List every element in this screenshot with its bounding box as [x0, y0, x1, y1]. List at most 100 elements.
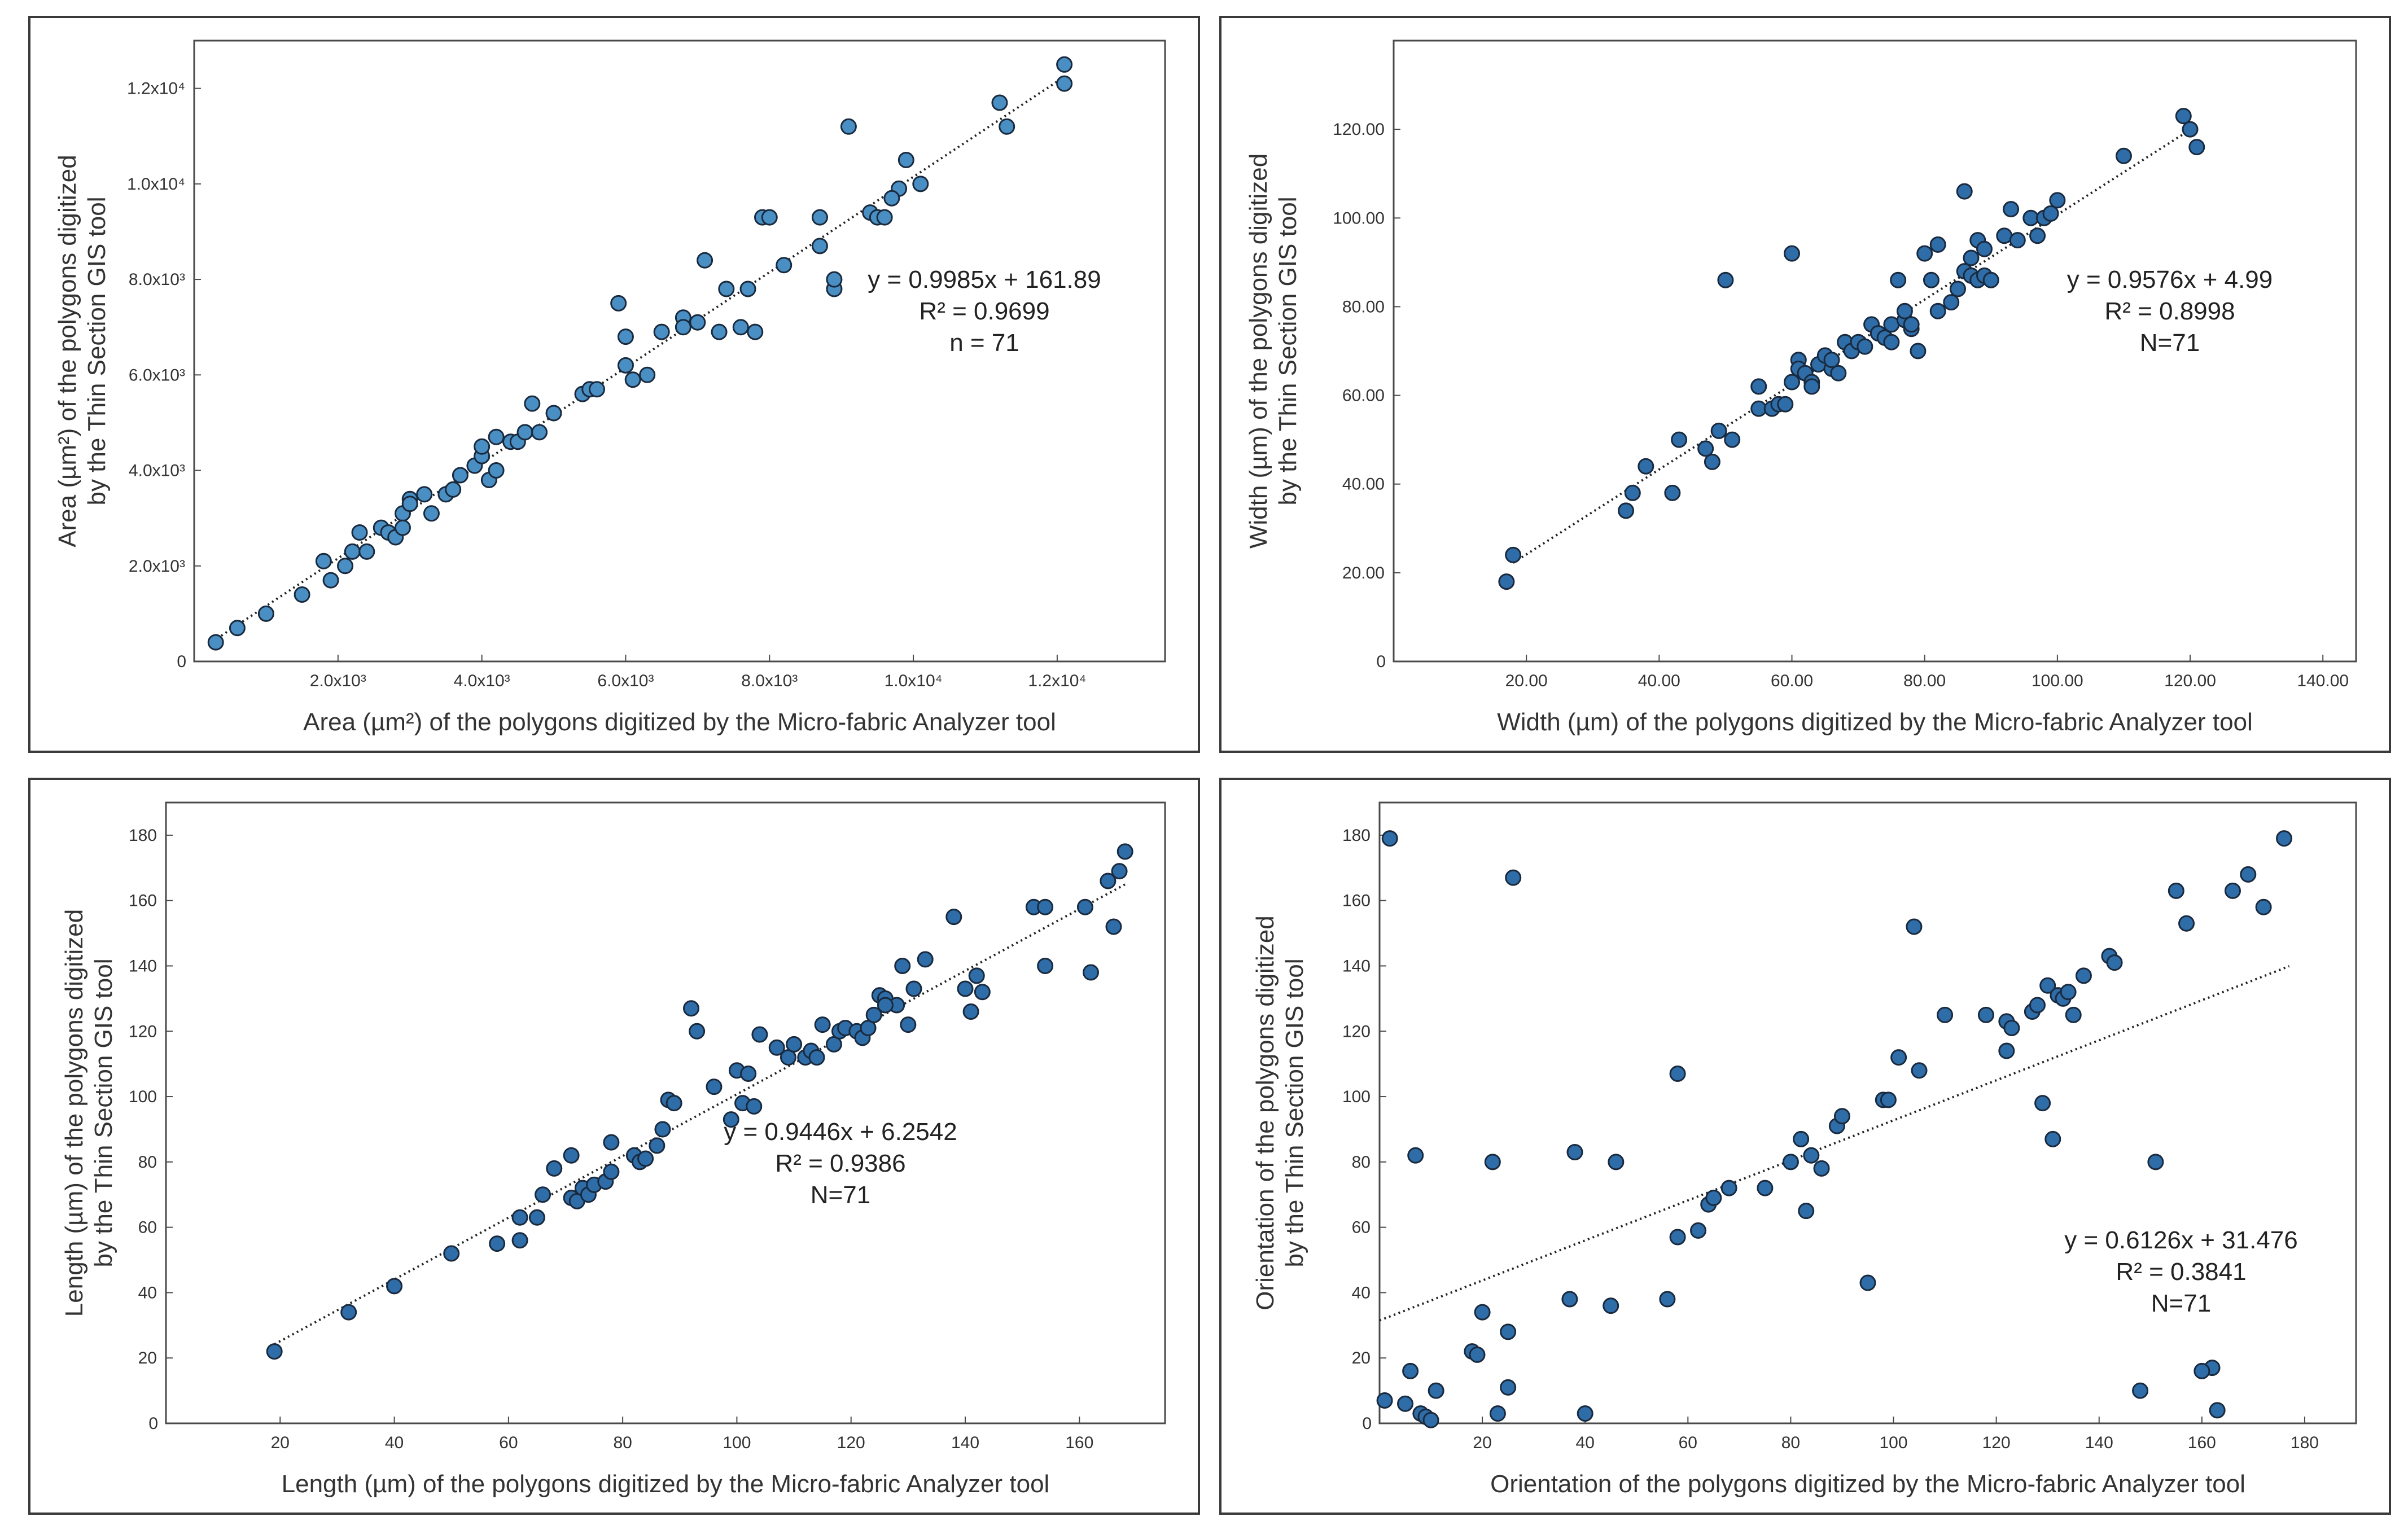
data-point [732, 319, 749, 336]
data-point [814, 1016, 831, 1033]
data-point [2034, 1095, 2051, 1112]
x-tick-label: 160 [2188, 1433, 2216, 1452]
data-point [1618, 502, 1635, 519]
data-point [768, 1039, 785, 1056]
data-point [1489, 1405, 1506, 1422]
data-point [739, 280, 756, 297]
y-tick-label: 2.0x10³ [129, 557, 185, 576]
regression-annotation: y = 0.9446x + 6.2542 [724, 1118, 957, 1146]
y-tick-label: 40 [138, 1283, 157, 1302]
data-point [2182, 121, 2199, 138]
x-tick-label: 60 [499, 1433, 518, 1452]
y-axis-title-line: by the Thin Section GIS tool [1274, 196, 1302, 505]
y-tick-label: 20.00 [1342, 564, 1385, 582]
data-point [2044, 1130, 2061, 1147]
data-point [2178, 915, 2195, 932]
data-point [1608, 1154, 1625, 1170]
data-point [1566, 1143, 1583, 1160]
data-point [1998, 1042, 2015, 1059]
y-tick-label: 60 [138, 1218, 157, 1237]
data-point [718, 280, 735, 297]
y-tick-label: 4.0x10³ [129, 462, 185, 480]
data-point [2240, 866, 2257, 883]
data-point [883, 190, 900, 207]
data-point [639, 366, 656, 383]
regression-annotation: N=71 [2151, 1290, 2211, 1317]
data-point [2042, 205, 2059, 222]
plot-area-frame [1393, 40, 2357, 663]
data-point [894, 957, 911, 974]
data-point [1710, 422, 1727, 439]
y-tick-label: 40.00 [1342, 475, 1385, 494]
y-axis-title-line: Orientation of the polygons digitized [1251, 915, 1279, 1310]
data-point [257, 605, 274, 622]
x-tick-label: 100 [723, 1433, 751, 1452]
data-point [394, 519, 411, 536]
x-tick-label: 40.00 [1638, 672, 1680, 690]
data-point [1963, 249, 1980, 266]
data-point [2065, 1006, 2082, 1023]
data-point [689, 314, 706, 331]
data-point [1903, 316, 1920, 333]
data-point [991, 94, 1008, 111]
x-tick-label: 80 [1781, 1433, 1800, 1452]
data-point [877, 997, 894, 1014]
x-tick-label: 120 [1982, 1433, 2011, 1452]
data-point [1705, 1190, 1722, 1207]
data-point [1603, 1297, 1619, 1314]
data-point [1977, 1006, 1994, 1023]
data-point [2194, 1362, 2210, 1379]
data-point [1890, 1049, 1907, 1066]
data-point [1757, 1180, 1774, 1196]
data-point [1690, 1222, 1707, 1239]
data-point [1896, 303, 1913, 319]
data-point [761, 209, 778, 226]
data-point [1704, 453, 1720, 470]
data-point [445, 481, 462, 498]
x-tick-label: 120 [837, 1433, 865, 1452]
data-point [1505, 546, 1522, 563]
data-point [1784, 374, 1801, 391]
data-point [2106, 954, 2123, 971]
data-point [511, 1232, 528, 1249]
data-point [1720, 1180, 1737, 1196]
data-point [912, 176, 929, 192]
data-point [545, 405, 562, 422]
data-point [653, 323, 670, 340]
data-point [488, 428, 505, 445]
y-tick-label: 20 [1352, 1349, 1371, 1367]
data-point [957, 980, 974, 997]
data-point [1803, 1147, 1820, 1164]
y-tick-label: 60.00 [1342, 387, 1385, 405]
x-tick-label: 80 [613, 1433, 632, 1452]
data-point [1117, 843, 1133, 860]
data-point [706, 1079, 723, 1095]
data-point [2115, 147, 2132, 164]
data-point [603, 1134, 620, 1151]
data-point [401, 496, 418, 512]
data-point [945, 909, 962, 926]
data-point [1056, 75, 1073, 92]
x-tick-label: 60 [1679, 1433, 1697, 1452]
data-point [917, 951, 934, 968]
origin-label: 0 [1362, 1414, 1372, 1433]
data-point [1469, 1346, 1486, 1363]
x-tick-label: 8.0x10³ [741, 672, 798, 690]
data-point [1929, 236, 1946, 253]
data-point [416, 486, 433, 503]
data-point [1407, 1147, 1424, 1164]
data-point [2175, 108, 2192, 125]
data-point [2255, 898, 2272, 915]
data-point [2039, 977, 2056, 994]
data-point [974, 984, 991, 1001]
x-tick-label: 180 [2291, 1433, 2319, 1452]
data-point [962, 1003, 979, 1020]
data-point [1859, 1274, 1876, 1291]
x-tick-label: 140.00 [2297, 672, 2349, 690]
data-point [1669, 1229, 1686, 1246]
y-tick-label: 120.00 [1333, 120, 1385, 139]
chart-panel-width: 20.00 40.00 60.00 80.00 100.00 120.00 140.00 20… [1219, 16, 2391, 753]
data-point [1956, 183, 1973, 200]
data-point [900, 1016, 917, 1033]
data-point [1037, 898, 1054, 915]
